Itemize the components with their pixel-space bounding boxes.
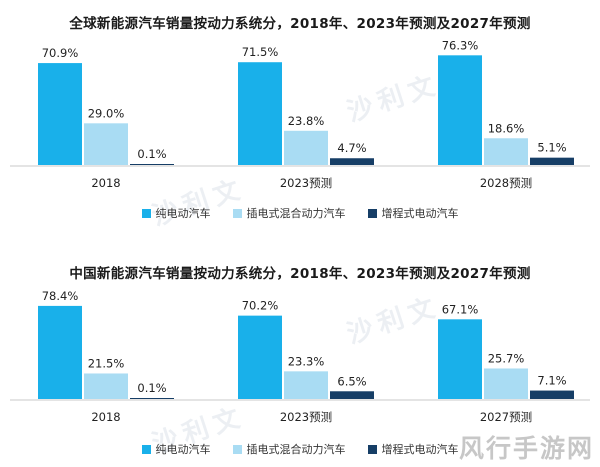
x-tick-label: 2028预测: [480, 176, 532, 190]
bar-bev: [438, 319, 482, 399]
data-label: 0.1%: [137, 381, 166, 395]
bar-bev: [38, 305, 82, 399]
data-label: 21.5%: [88, 356, 125, 370]
legend-item-bev: 纯电动汽车: [141, 205, 211, 221]
bar-erev: [530, 390, 574, 399]
x-tick-label: 2023预测: [280, 410, 332, 424]
legend-swatch-erev: [367, 208, 377, 218]
legend-item-bev: 纯电动汽车: [141, 441, 211, 457]
bar-phev: [484, 368, 528, 399]
legend-label: 增程式电动汽车: [381, 443, 459, 456]
legend-label: 增程式电动汽车: [381, 207, 459, 220]
legend-swatch-bev: [141, 444, 151, 454]
data-label: 70.9%: [42, 46, 79, 60]
data-label: 23.8%: [288, 114, 325, 128]
bar-phev: [84, 373, 128, 399]
legend-swatch-phev: [232, 444, 242, 454]
china-chart-panel: 中国新能源汽车销量按动力系统分，2018年、2023年预测及2027年预测 78…: [0, 250, 600, 467]
legend-label: 纯电动汽车: [155, 443, 211, 456]
legend-label: 纯电动汽车: [155, 207, 211, 220]
bar-erev: [330, 158, 374, 165]
data-label: 78.4%: [42, 289, 79, 303]
data-label: 4.7%: [337, 141, 366, 155]
chart-legend: 纯电动汽车 插电式混合动力汽车 增程式电动汽车: [0, 441, 600, 457]
data-label: 76.3%: [442, 38, 479, 52]
x-tick-label: 2018: [91, 176, 120, 190]
bar-phev: [484, 138, 528, 165]
legend-swatch-phev: [232, 208, 242, 218]
china-bar-chart: 78.4% 21.5% 0.1% 2018 70.2% 23.3% 6.5% 2023预测 67…: [10, 289, 590, 424]
data-label: 67.1%: [442, 302, 479, 316]
bar-phev: [84, 123, 128, 165]
x-tick-label: 2018: [91, 410, 120, 424]
legend-item-erev: 增程式电动汽车: [367, 441, 459, 457]
data-label: 18.6%: [488, 121, 525, 135]
data-label: 23.3%: [288, 354, 325, 368]
legend-swatch-bev: [141, 208, 151, 218]
bar-bev: [238, 315, 282, 399]
bar-bev: [438, 55, 482, 165]
bar-bev: [238, 62, 282, 165]
legend-label: 插电式混合动力汽车: [246, 207, 346, 220]
data-label: 0.1%: [137, 147, 166, 161]
global-chart-panel: 全球新能源汽车销量按动力系统分，2018年、2023年预测及2027年预测 70…: [0, 16, 600, 221]
chart-title: 全球新能源汽车销量按动力系统分，2018年、2023年预测及2027年预测: [69, 16, 531, 32]
chart-title: 中国新能源汽车销量按动力系统分，2018年、2023年预测及2027年预测: [69, 266, 531, 282]
data-label: 70.2%: [242, 299, 279, 313]
bar-erev: [330, 391, 374, 399]
data-label: 71.5%: [242, 45, 279, 59]
site-watermark: 风行手游网: [458, 434, 594, 463]
data-label: 6.5%: [337, 374, 366, 388]
x-tick-label: 2023预测: [280, 176, 332, 190]
legend-item-phev: 插电式混合动力汽车: [232, 441, 346, 457]
data-label: 25.7%: [488, 351, 525, 365]
bar-phev: [284, 130, 328, 165]
legend-item-phev: 插电式混合动力汽车: [232, 205, 346, 221]
x-tick-label: 2027预测: [480, 410, 532, 424]
global-bar-chart: 70.9% 29.0% 0.1% 2018 71.5% 23.8% 4.7% 2023预测 76…: [10, 38, 590, 190]
bar-erev: [130, 164, 174, 165]
data-label: 7.1%: [537, 374, 566, 388]
legend-label: 插电式混合动力汽车: [246, 443, 346, 456]
chart-legend: 纯电动汽车 插电式混合动力汽车 增程式电动汽车: [0, 205, 600, 221]
data-label: 29.0%: [88, 106, 125, 120]
bar-erev: [130, 398, 174, 399]
bar-erev: [530, 157, 574, 165]
bar-phev: [284, 371, 328, 399]
data-label: 5.1%: [537, 141, 566, 155]
legend-swatch-erev: [367, 444, 377, 454]
legend-item-erev: 增程式电动汽车: [367, 205, 459, 221]
bar-bev: [38, 63, 82, 165]
